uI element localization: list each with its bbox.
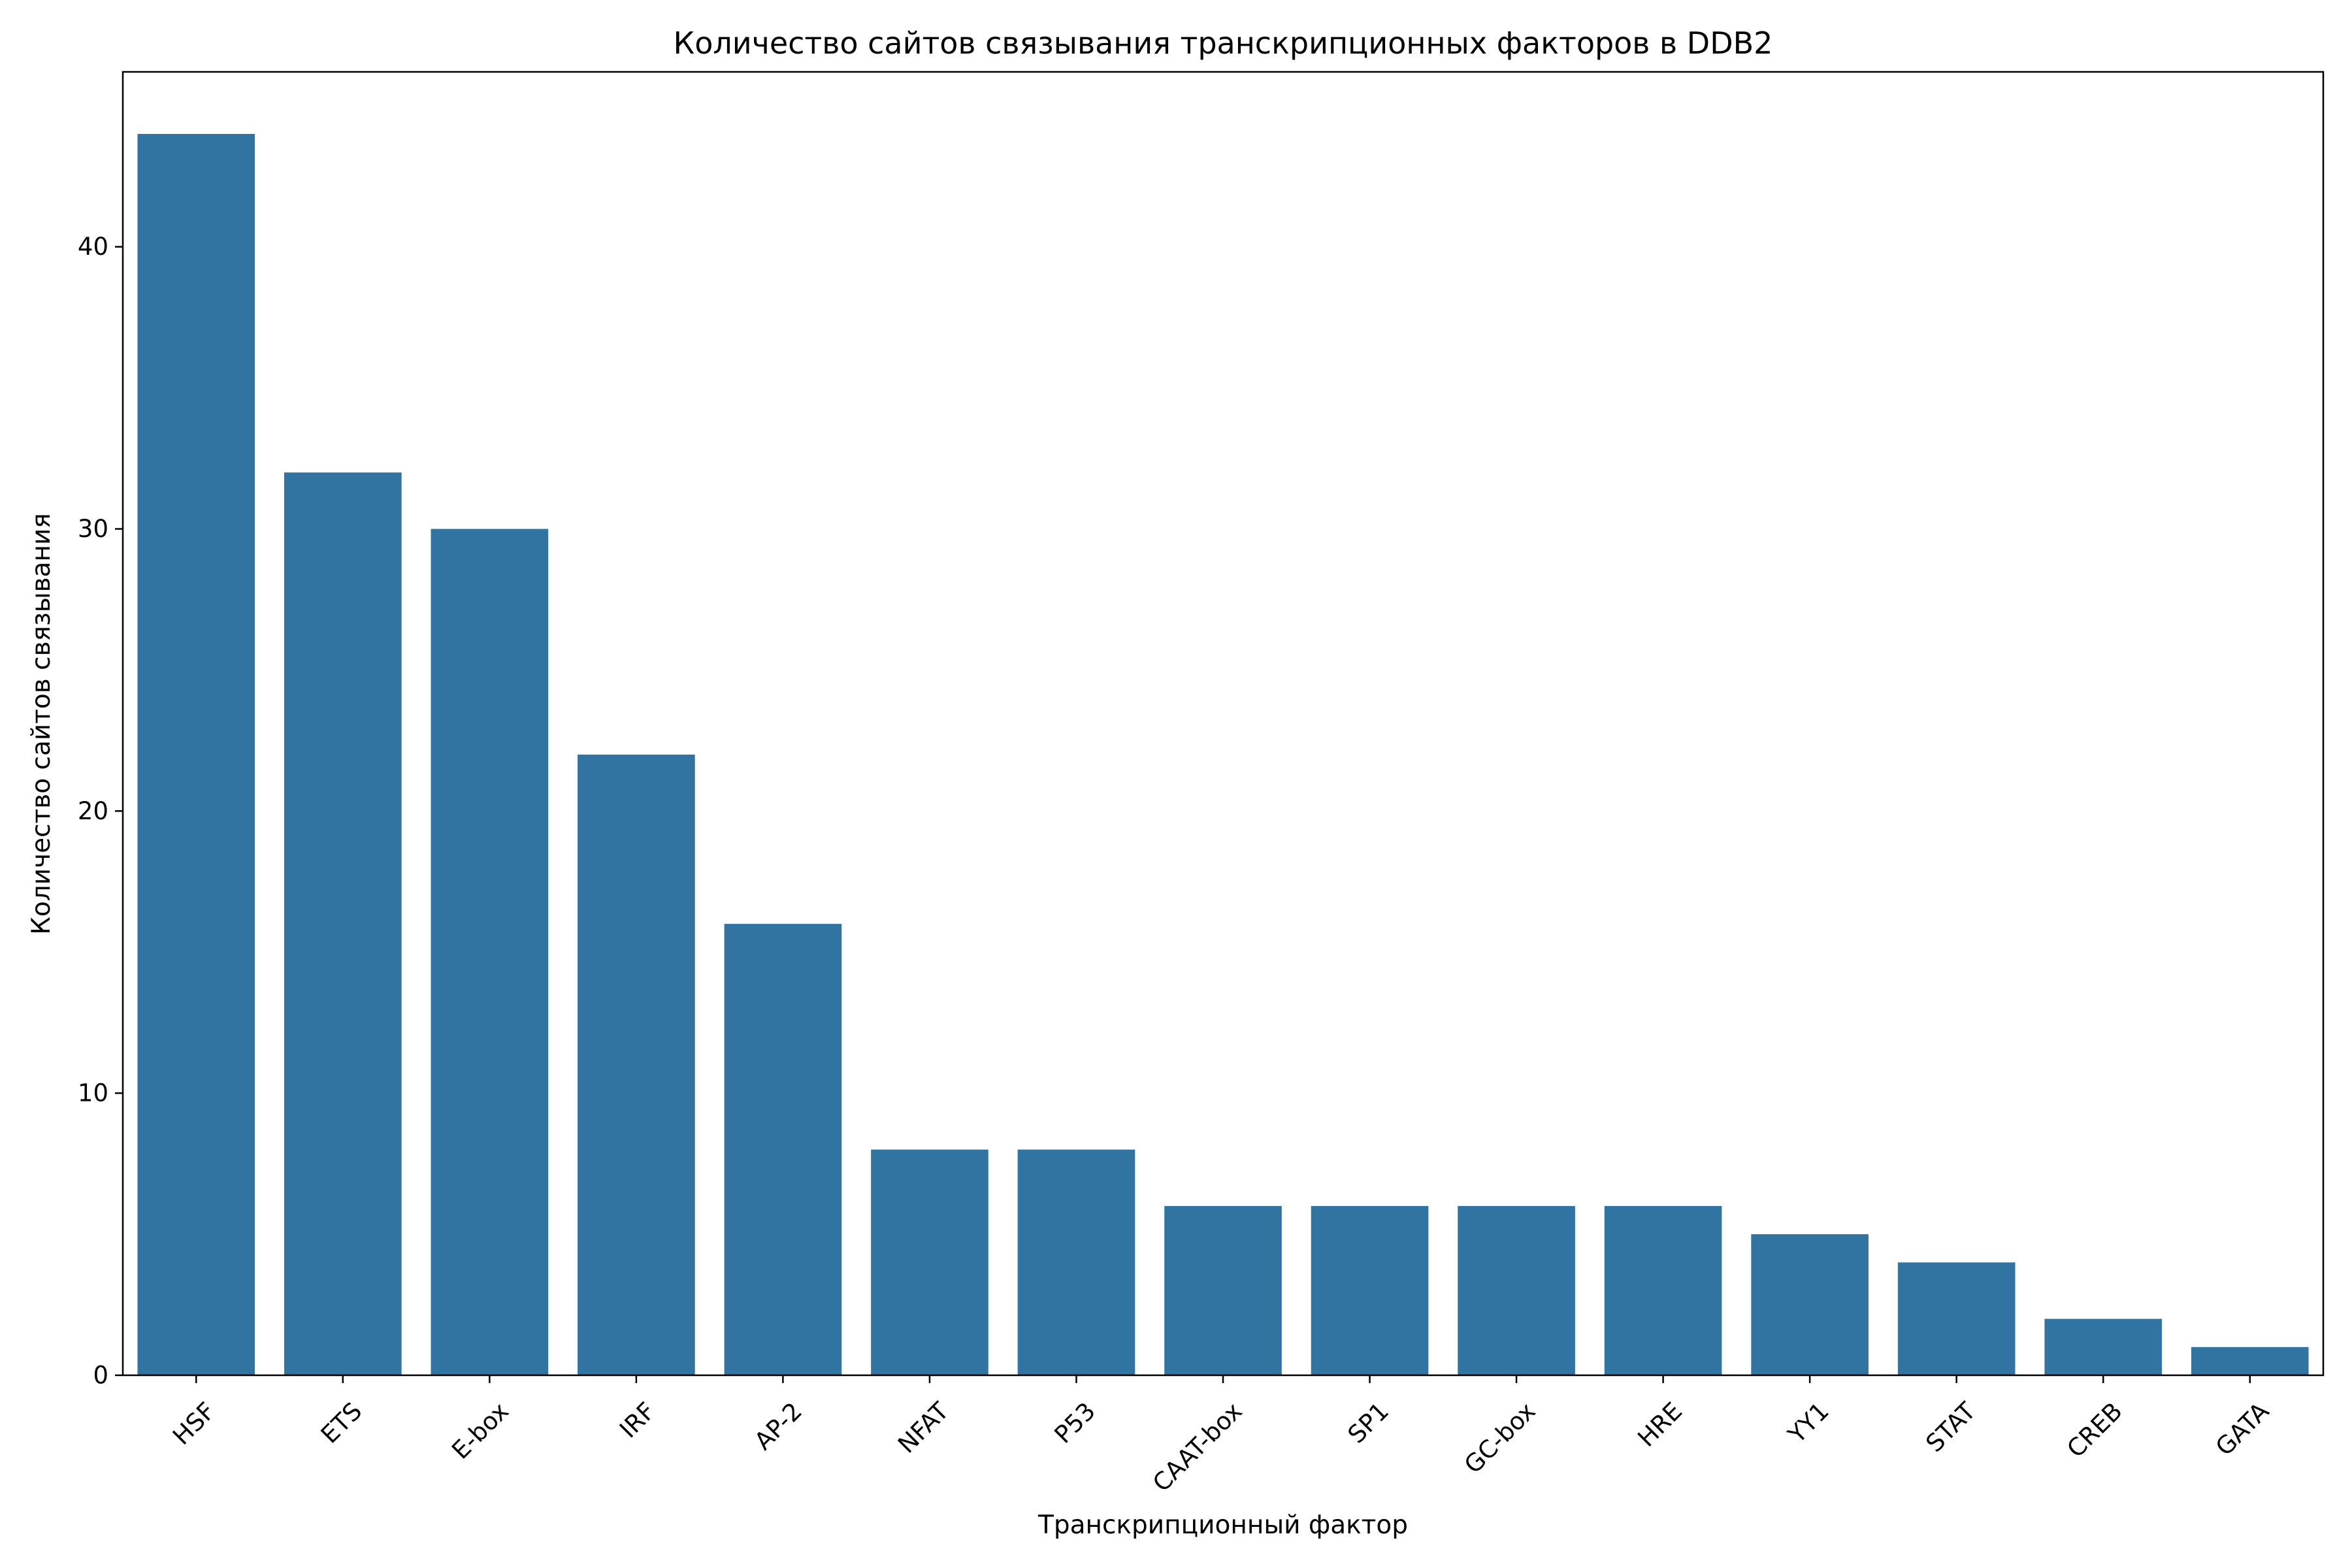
x-tick-label-irf: IRF <box>614 1397 661 1443</box>
bar-nfat <box>871 1149 988 1375</box>
bar-e-box <box>431 529 549 1375</box>
x-tick-label-ap-2: AP-2 <box>749 1397 808 1456</box>
x-tick-label-creb: CREB <box>2061 1397 2127 1463</box>
bar-stat <box>1897 1262 2016 1375</box>
bar-hsf <box>137 134 255 1375</box>
chart-title: Количество сайтов связывания транскрипци… <box>674 25 1773 61</box>
y-tick-label: 20 <box>78 797 108 825</box>
bar-sp1 <box>1311 1205 1429 1375</box>
y-tick-label: 0 <box>93 1362 108 1390</box>
x-tick-label-hre: HRE <box>1632 1397 1688 1452</box>
bar-p53 <box>1017 1149 1135 1375</box>
bars-group <box>137 134 2309 1376</box>
x-tick-label-sp1: SP1 <box>1343 1397 1394 1448</box>
x-axis-label: Транскрипционный фактор <box>1037 1511 1408 1540</box>
y-tick-label: 40 <box>78 233 108 261</box>
bar-hre <box>1604 1205 1722 1375</box>
x-tick-label-nfat: NFAT <box>892 1397 955 1459</box>
bar-caat-box <box>1164 1205 1282 1375</box>
y-axis-ticks: 0 10 20 30 40 <box>78 233 123 1390</box>
bar-yy1 <box>1751 1234 1869 1375</box>
x-tick-label-ets: ETS <box>316 1397 368 1449</box>
x-tick-label-stat: STAT <box>1920 1397 1981 1458</box>
y-tick-label: 10 <box>78 1079 108 1107</box>
bar-gata <box>2191 1347 2309 1375</box>
y-axis-label: Количество сайтов связывания <box>27 513 56 935</box>
bar-irf <box>578 755 695 1375</box>
bar-creb <box>2044 1318 2163 1375</box>
x-tick-label-e-box: E-box <box>446 1397 514 1465</box>
plot-frame <box>122 71 2325 1377</box>
bar-gc-box <box>1458 1205 1575 1375</box>
x-tick-label-yy1: YY1 <box>1782 1397 1835 1449</box>
x-axis-ticks: HSF ETS E-box IRF AP-2 NFAT P53 CAAT-box SP1 GC-b… <box>167 1375 2274 1497</box>
x-tick-label-p53: P53 <box>1049 1397 1101 1448</box>
x-tick-label-caat-box: CAAT-box <box>1147 1397 1247 1497</box>
x-tick-label-hsf: HSF <box>167 1397 221 1450</box>
bar-ap-2 <box>724 924 842 1375</box>
bar-ets <box>284 472 402 1376</box>
x-tick-label-gata: GATA <box>2210 1397 2274 1461</box>
x-tick-label-gc-box: GC-box <box>1459 1397 1541 1479</box>
y-tick-label: 30 <box>78 515 108 543</box>
